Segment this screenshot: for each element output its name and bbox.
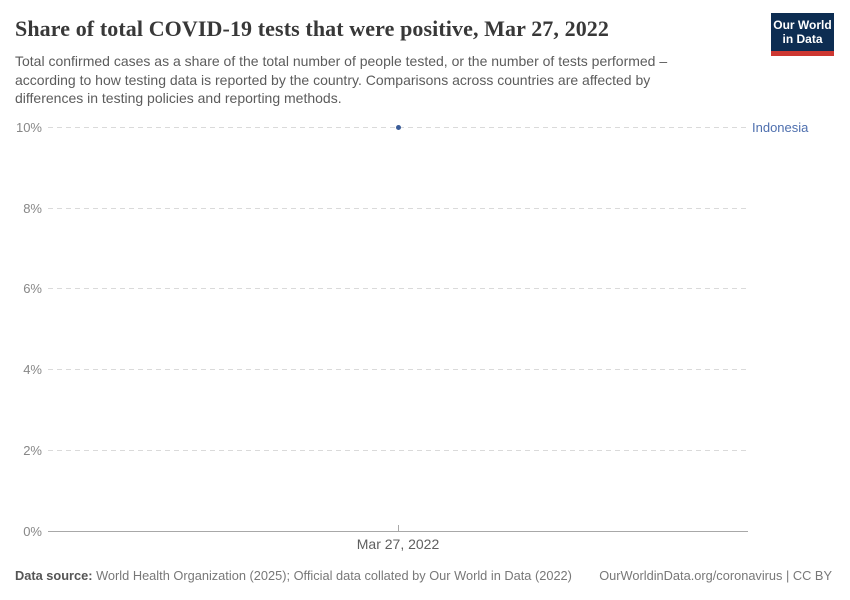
data-source: Data source: World Health Organization (… — [15, 567, 572, 584]
gridline-8% — [48, 207, 748, 209]
y-tick-label-2%: 2% — [23, 442, 42, 458]
data-source-label: Data source: — [15, 568, 93, 583]
gridline-4% — [48, 369, 748, 371]
license-note: OurWorldinData.org/coronavirus | CC BY — [599, 568, 832, 583]
y-tick-label-10%: 10% — [15, 120, 42, 135]
page-title: Share of total COVID-19 tests that were … — [15, 16, 610, 41]
entity-label-indonesia[interactable]: Indonesia — [752, 120, 809, 135]
x-axis-tick — [397, 525, 399, 531]
gridline-6% — [48, 288, 748, 290]
owid-logo-line2: in Data — [782, 32, 823, 46]
y-tick-label-8%: 8% — [23, 200, 42, 216]
chart-subtitle: Total confirmed cases as a share of the … — [15, 53, 668, 106]
data-source-text: World Health Organization (2025); Offici… — [92, 568, 572, 583]
owid-logo-line1: Our World — [773, 18, 832, 32]
chart-footer: Data source: World Health Organization (… — [15, 567, 832, 584]
gridline-2% — [48, 449, 748, 451]
owid-logo[interactable]: Our World in Data — [771, 13, 834, 56]
y-tick-label-0%: 0% — [23, 523, 42, 539]
x-axis-line — [48, 530, 748, 532]
data-point-indonesia[interactable] — [395, 125, 401, 130]
y-tick-label-4%: 4% — [23, 362, 42, 378]
x-tick-label: Mar 27, 2022 — [356, 536, 440, 552]
y-tick-label-6%: 6% — [23, 281, 42, 297]
